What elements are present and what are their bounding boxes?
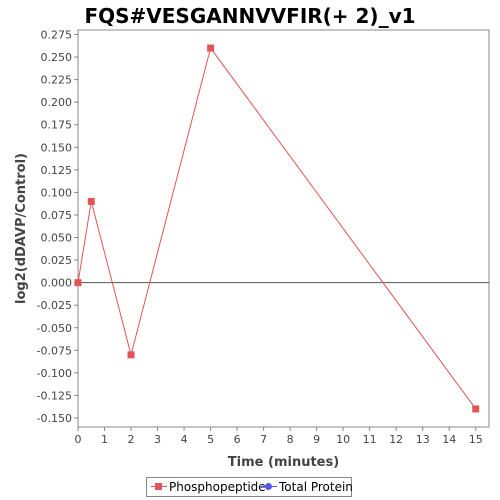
y-tick-label: -0.025 (37, 299, 72, 312)
data-point (127, 351, 135, 359)
y-tick-label: -0.075 (37, 344, 72, 357)
x-tick-label: 6 (234, 433, 241, 446)
y-tick-label: 0.275 (41, 29, 73, 42)
data-point (472, 405, 480, 413)
y-tick-label: 0.125 (41, 164, 73, 177)
y-tick-label: 0.250 (41, 51, 73, 64)
x-tick-label: 10 (336, 433, 350, 446)
x-tick-label: 2 (128, 433, 135, 446)
y-tick-label: -0.150 (37, 412, 72, 425)
x-tick-label: 7 (260, 433, 267, 446)
y-tick-label: 0.100 (41, 186, 73, 199)
data-point (87, 197, 95, 205)
x-tick-label: 15 (469, 433, 483, 446)
x-tick-label: 5 (207, 433, 214, 446)
y-tick-label: 0.025 (41, 254, 73, 267)
legend-label-total-protein: Total Protein (279, 480, 353, 494)
y-tick-label: 0.150 (41, 141, 73, 154)
x-tick-label: 0 (75, 433, 82, 446)
y-tick-label: -0.050 (37, 322, 72, 335)
y-tick-label: 0.050 (41, 232, 73, 245)
x-tick-label: 11 (363, 433, 377, 446)
plot-area (77, 29, 490, 428)
x-tick-label: 12 (389, 433, 403, 446)
x-tick-label: 9 (313, 433, 320, 446)
chart-legend: Phosphopeptide Total Protein (146, 477, 353, 497)
x-tick-label: 4 (181, 433, 188, 446)
y-tick-label: 0.200 (41, 96, 73, 109)
legend-marker-total-protein (265, 483, 272, 490)
data-point (74, 279, 82, 287)
legend-marker-phosphopeptide (155, 483, 162, 490)
data-point (207, 44, 215, 52)
y-axis-title: log2(dDAVP/Control) (14, 153, 29, 304)
y-tick-label: 0.000 (41, 277, 73, 290)
y-tick-label: 0.225 (41, 74, 73, 87)
y-tick-label: -0.100 (37, 367, 72, 380)
y-tick-label: 0.175 (41, 119, 73, 132)
y-tick-label: 0.075 (41, 209, 73, 222)
x-axis-title: Time (minutes) (228, 455, 339, 470)
x-tick-label: 1 (101, 433, 108, 446)
y-tick-label: -0.125 (37, 389, 72, 402)
x-tick-label: 13 (416, 433, 430, 446)
x-tick-label: 14 (442, 433, 456, 446)
x-tick-label: 8 (287, 433, 294, 446)
chart-title: FQS#VESGANNVVFIR(+ 2)_v1 (84, 4, 416, 28)
x-tick-label: 3 (154, 433, 161, 446)
legend-label-phosphopeptide: Phosphopeptide (169, 480, 266, 494)
